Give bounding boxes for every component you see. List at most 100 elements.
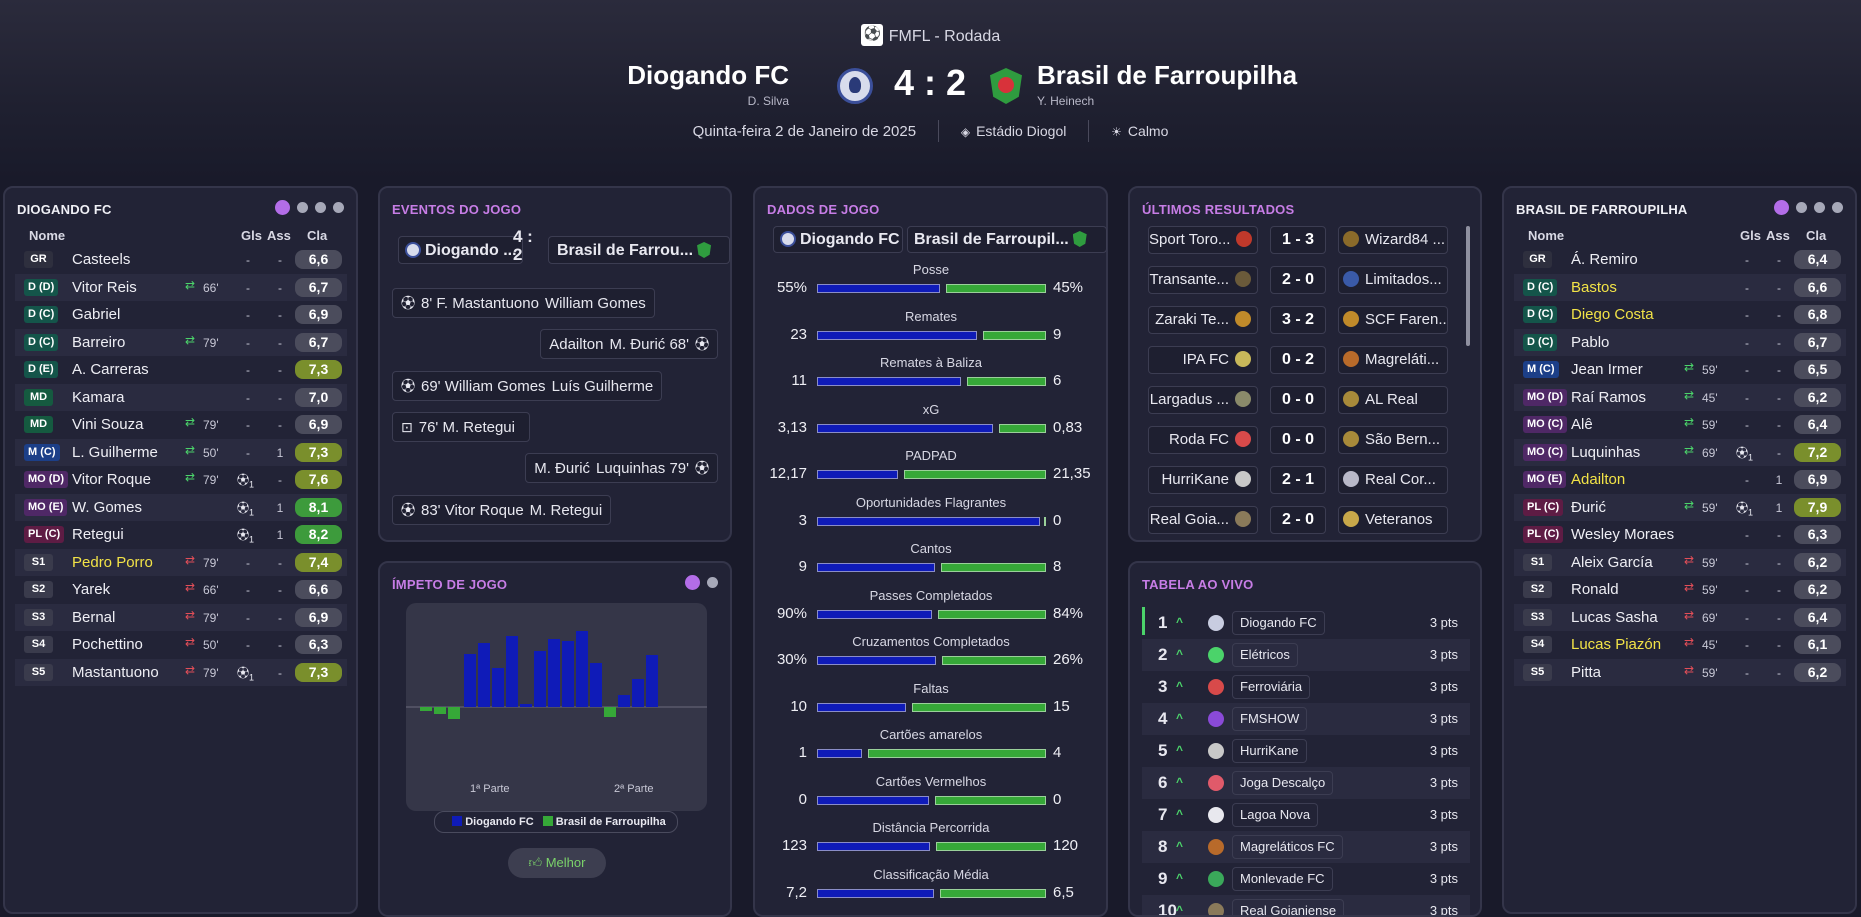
better-button[interactable]: 👍︎ Melhor: [508, 848, 606, 878]
player-name[interactable]: Diego Costa: [1571, 306, 1654, 323]
event-item[interactable]: M. Đurić Luquinhas 79' ⚽︎: [525, 453, 718, 483]
result-away-team[interactable]: AL Real: [1338, 386, 1448, 414]
page-dot[interactable]: [1832, 202, 1843, 213]
player-name[interactable]: Alê: [1571, 416, 1593, 433]
result-home-team[interactable]: HurriKane: [1148, 466, 1258, 494]
player-name[interactable]: Yarek: [72, 581, 111, 598]
player-name[interactable]: A. Carreras: [72, 361, 149, 378]
stadium-name[interactable]: Estádio Diogol: [976, 123, 1067, 139]
player-name[interactable]: Pablo: [1571, 333, 1610, 351]
result-away-team[interactable]: Magreláti...: [1338, 346, 1448, 374]
result-row[interactable]: Largadus ... 0 - 0 AL Real: [1148, 386, 1458, 416]
team-name[interactable]: Real Goianiense: [1232, 899, 1345, 915]
events-away-team[interactable]: Brasil de Farrou...: [548, 236, 730, 264]
event-item[interactable]: ⚽︎ 8' F. Mastantuono William Gomes: [392, 288, 655, 318]
player-row[interactable]: S5 Pitta ⇄ 59' - -6,2: [1514, 658, 1846, 686]
result-home-team[interactable]: Real Goia...: [1148, 506, 1258, 534]
event-item[interactable]: ⚽︎ 69' William Gomes Luís Guilherme: [392, 371, 663, 401]
col-name[interactable]: Nome: [1528, 228, 1565, 243]
team-name[interactable]: Ferroviária: [1232, 675, 1311, 699]
page-dot[interactable]: [333, 202, 344, 213]
player-name[interactable]: Luquinhas: [1571, 443, 1641, 461]
player-row[interactable]: D (E) A. Carreras - -7,3: [15, 356, 347, 384]
player-name[interactable]: Bastos: [1571, 278, 1617, 296]
table-row[interactable]: 4 ^ FMSHOW 3 pts: [1142, 703, 1470, 735]
player-name[interactable]: Vini Souza: [72, 416, 144, 433]
event-item[interactable]: ⊡ 76' M. Retegui: [392, 412, 530, 442]
player-name[interactable]: Bernal: [72, 608, 116, 626]
table-row[interactable]: 10 ^ Real Goianiense 3 pts: [1142, 895, 1470, 915]
home-team-name[interactable]: Diogando FC: [627, 60, 789, 90]
page-dot[interactable]: [275, 200, 290, 215]
player-name[interactable]: Retegui: [72, 526, 124, 543]
result-row[interactable]: Zaraki Te... 3 - 2 SCF Faren...: [1148, 306, 1458, 336]
stats-away-team[interactable]: Brasil de Farroupil...: [907, 226, 1107, 253]
player-row[interactable]: MO (D) Raí Ramos ⇄ 45' - -6,2: [1514, 383, 1846, 411]
player-row[interactable]: S4 Pochettino ⇄ 50' - -6,3: [15, 631, 347, 659]
table-row[interactable]: 6 ^ Joga Descalço 3 pts: [1142, 767, 1470, 799]
team-name[interactable]: Diogando FC: [1232, 611, 1325, 635]
result-row[interactable]: Sport Toro... 1 - 3 Wizard84 ...: [1148, 226, 1458, 256]
result-row[interactable]: Real Goia... 2 - 0 Veteranos: [1148, 506, 1458, 536]
result-home-team[interactable]: Largadus ...: [1148, 386, 1258, 414]
player-row[interactable]: M (C) Jean Irmer ⇄ 59' - -6,5: [1514, 356, 1846, 384]
team-name[interactable]: Joga Descalço: [1232, 771, 1334, 795]
page-dot[interactable]: [315, 202, 326, 213]
page-dot[interactable]: [1814, 202, 1825, 213]
player-row[interactable]: S5 Mastantuono ⇄ 79' ⚽︎1 -7,3: [15, 658, 347, 686]
player-row[interactable]: S3 Bernal ⇄ 79' - -6,9: [15, 603, 347, 631]
player-row[interactable]: D (C) Pablo - -6,7: [1514, 328, 1846, 356]
result-home-team[interactable]: Sport Toro...: [1148, 226, 1258, 254]
team-name[interactable]: FMSHOW: [1232, 707, 1308, 731]
team-name[interactable]: Monlevade FC: [1232, 867, 1333, 891]
event-item[interactable]: ⚽︎ 83' Vitor Roque M. Retegui: [392, 495, 612, 525]
result-home-team[interactable]: IPA FC: [1148, 346, 1258, 374]
player-row[interactable]: GR Á. Remiro - -6,4: [1514, 246, 1846, 274]
player-name[interactable]: Ronald: [1571, 581, 1619, 598]
table-row[interactable]: 7 ^ Lagoa Nova 3 pts: [1142, 799, 1470, 831]
team-name[interactable]: HurriKane: [1232, 739, 1307, 763]
player-row[interactable]: M (C) L. Guilherme ⇄ 50' - 1 7,3: [15, 438, 347, 466]
table-row[interactable]: 8 ^ Magreláticos FC 3 pts: [1142, 831, 1470, 863]
col-ass[interactable]: Ass: [267, 228, 291, 243]
stats-home-team[interactable]: Diogando FC: [773, 226, 903, 253]
col-cla[interactable]: Cla: [307, 228, 328, 243]
team-name[interactable]: Elétricos: [1232, 643, 1298, 667]
home-crest-icon[interactable]: [837, 68, 873, 104]
player-name[interactable]: Đurić: [1571, 498, 1607, 516]
table-row[interactable]: 1 ^ Diogando FC 3 pts: [1142, 607, 1470, 639]
result-away-team[interactable]: Real Cor...: [1338, 466, 1448, 494]
col-name[interactable]: Nome: [29, 228, 66, 243]
player-row[interactable]: D (C) Diego Costa - -6,8: [1514, 301, 1846, 329]
result-row[interactable]: IPA FC 0 - 2 Magreláti...: [1148, 346, 1458, 376]
events-home-team[interactable]: Diogando ...: [398, 236, 523, 264]
table-row[interactable]: 9 ^ Monlevade FC 3 pts: [1142, 863, 1470, 895]
player-row[interactable]: S3 Lucas Sasha ⇄ 69' - -6,4: [1514, 603, 1846, 631]
player-row[interactable]: S4 Lucas Piazón ⇄ 45' - -6,1: [1514, 631, 1846, 659]
player-name[interactable]: Adailton: [1571, 471, 1626, 488]
player-row[interactable]: D (D) Vitor Reis ⇄ 66' - -6,7: [15, 273, 347, 301]
player-row[interactable]: D (C) Gabriel - -6,9: [15, 301, 347, 329]
result-away-team[interactable]: Veteranos: [1338, 506, 1448, 534]
player-row[interactable]: D (C) Barreiro ⇄ 79' - -6,7: [15, 328, 347, 356]
team-name[interactable]: Lagoa Nova: [1232, 803, 1319, 827]
player-name[interactable]: Kamara: [72, 388, 125, 406]
col-gls[interactable]: Gls: [241, 228, 262, 243]
player-row[interactable]: PL (C) Đurić ⇄ 59' ⚽︎1 1 7,9: [1514, 493, 1846, 521]
player-row[interactable]: MO (E) Adailton - 1 6,9: [1514, 466, 1846, 494]
player-name[interactable]: Á. Remiro: [1571, 251, 1638, 268]
player-row[interactable]: MD Vini Souza ⇄ 79' - -6,9: [15, 411, 347, 439]
player-name[interactable]: Pedro Porro: [72, 553, 153, 571]
player-row[interactable]: PL (C) Wesley Moraes - -6,3: [1514, 521, 1846, 549]
result-home-team[interactable]: Transante...: [1148, 266, 1258, 294]
player-row[interactable]: GR Casteels - -6,6: [15, 246, 347, 274]
result-home-team[interactable]: Zaraki Te...: [1148, 306, 1258, 334]
player-name[interactable]: Barreiro: [72, 333, 126, 351]
away-team-name[interactable]: Brasil de Farroupilha: [1037, 60, 1298, 90]
result-away-team[interactable]: Limitados...: [1338, 266, 1448, 294]
player-row[interactable]: MO (D) Vitor Roque ⇄ 79' ⚽︎1 -7,6: [15, 466, 347, 494]
player-row[interactable]: S1 Aleix García ⇄ 59' - -6,2: [1514, 548, 1846, 576]
player-row[interactable]: MO (E) W. Gomes ⚽︎1 1 8,1: [15, 493, 347, 521]
player-name[interactable]: Aleix García: [1571, 553, 1653, 571]
result-away-team[interactable]: SCF Faren...: [1338, 306, 1448, 334]
